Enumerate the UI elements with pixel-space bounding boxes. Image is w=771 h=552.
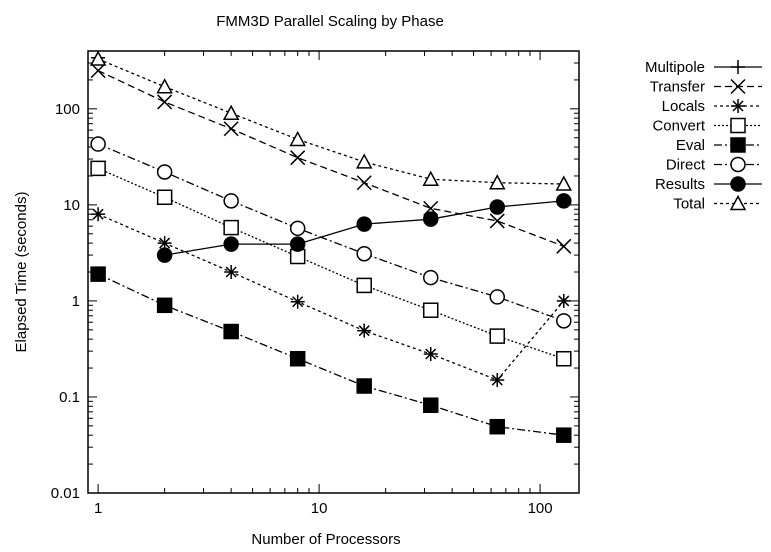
data-point-convert [422, 302, 439, 318]
data-point-results [223, 236, 239, 252]
data-point-transfer [290, 150, 306, 166]
x-tick-label: 1 [94, 500, 102, 517]
data-point-eval [356, 378, 372, 394]
data-point-results [422, 211, 439, 227]
data-point-eval [489, 418, 506, 435]
data-point-convert [90, 160, 106, 177]
legend-marker-eval [730, 137, 746, 153]
data-point-direct [223, 193, 239, 209]
data-point-convert [489, 328, 506, 344]
data-point-results [489, 199, 506, 215]
data-point-total [422, 170, 439, 186]
series-line-direct [97, 143, 565, 322]
legend-label-convert: Convert [652, 118, 705, 135]
data-point-direct [156, 164, 173, 180]
legend-marker-results [730, 176, 746, 192]
data-point-results [289, 236, 306, 252]
data-point-locals [423, 347, 438, 362]
data-point-total [289, 130, 306, 147]
data-point-total [555, 175, 573, 191]
legend-marker-direct [730, 156, 746, 173]
data-point-transfer [556, 238, 572, 254]
series-line-transfer [97, 70, 565, 247]
series-line-convert [97, 167, 565, 360]
data-point-direct [90, 136, 106, 152]
data-point-total [222, 104, 240, 120]
data-point-direct [422, 269, 439, 286]
data-point-direct [556, 313, 572, 329]
data-point-locals [357, 323, 372, 338]
legend-marker-multipole [731, 60, 745, 74]
data-point-total [488, 174, 506, 190]
legend-marker-convert [730, 117, 746, 134]
data-point-locals [556, 293, 571, 308]
data-point-transfer [356, 175, 372, 191]
series-markers [89, 50, 573, 443]
data-point-results [356, 216, 372, 232]
data-point-transfer [223, 121, 239, 137]
y-tick-label: 0.1 [59, 389, 80, 406]
data-point-eval [422, 397, 439, 413]
y-tick-label: 0.01 [51, 485, 80, 502]
axis-ticks: 1 10 100 0.01 0.1 1 10 100 [51, 50, 579, 517]
x-axis-label: Number of Processors [251, 531, 400, 548]
data-point-convert [156, 189, 173, 206]
legend-label-locals: Locals [662, 98, 705, 115]
series-line-total [97, 58, 564, 185]
data-point-total [156, 78, 173, 94]
data-point-eval [556, 427, 572, 443]
legend-label-direct: Direct [666, 157, 706, 174]
legend-label-multipole: Multipole [645, 59, 705, 76]
data-point-locals [91, 207, 106, 222]
data-point-results [556, 193, 572, 209]
data-point-total [355, 153, 373, 169]
legend-label-transfer: Transfer [650, 79, 705, 96]
x-tick-label: 10 [311, 500, 328, 517]
data-point-transfer [157, 94, 173, 110]
y-tick-label: 10 [63, 197, 80, 214]
data-point-locals [224, 265, 239, 279]
legend-label-results: Results [655, 176, 705, 193]
data-point-eval [223, 323, 239, 340]
data-point-eval [289, 350, 306, 367]
data-point-total [89, 50, 107, 66]
data-point-results [156, 247, 173, 263]
data-point-transfer [489, 213, 505, 229]
y-axis-label: Elapsed Time (seconds) [13, 192, 30, 353]
data-point-convert [223, 219, 239, 236]
data-point-convert [356, 277, 372, 294]
chart-title: FMM3D Parallel Scaling by Phase [216, 13, 444, 30]
y-tick-label: 100 [55, 101, 80, 118]
data-point-direct [356, 245, 372, 262]
data-point-eval [90, 266, 106, 282]
legend-marker-total [729, 194, 747, 211]
series-line-locals [97, 213, 565, 381]
legend-marker-transfer [730, 78, 746, 95]
legend-label-total: Total [673, 196, 705, 213]
legend-label-eval: Eval [676, 137, 705, 154]
x-tick-label: 100 [528, 500, 553, 517]
data-point-locals [490, 373, 505, 388]
y-tick-label: 1 [72, 293, 80, 310]
data-point-direct [489, 289, 506, 305]
data-point-locals [290, 294, 305, 309]
data-point-convert [556, 350, 572, 367]
data-point-eval [156, 297, 173, 314]
legend-marker-locals [731, 99, 745, 113]
data-point-transfer [90, 63, 106, 79]
legend: Multipole Transfer Locals Convert Eval Direct… [645, 59, 762, 213]
series-line-eval [97, 273, 564, 436]
data-point-direct [289, 220, 306, 237]
